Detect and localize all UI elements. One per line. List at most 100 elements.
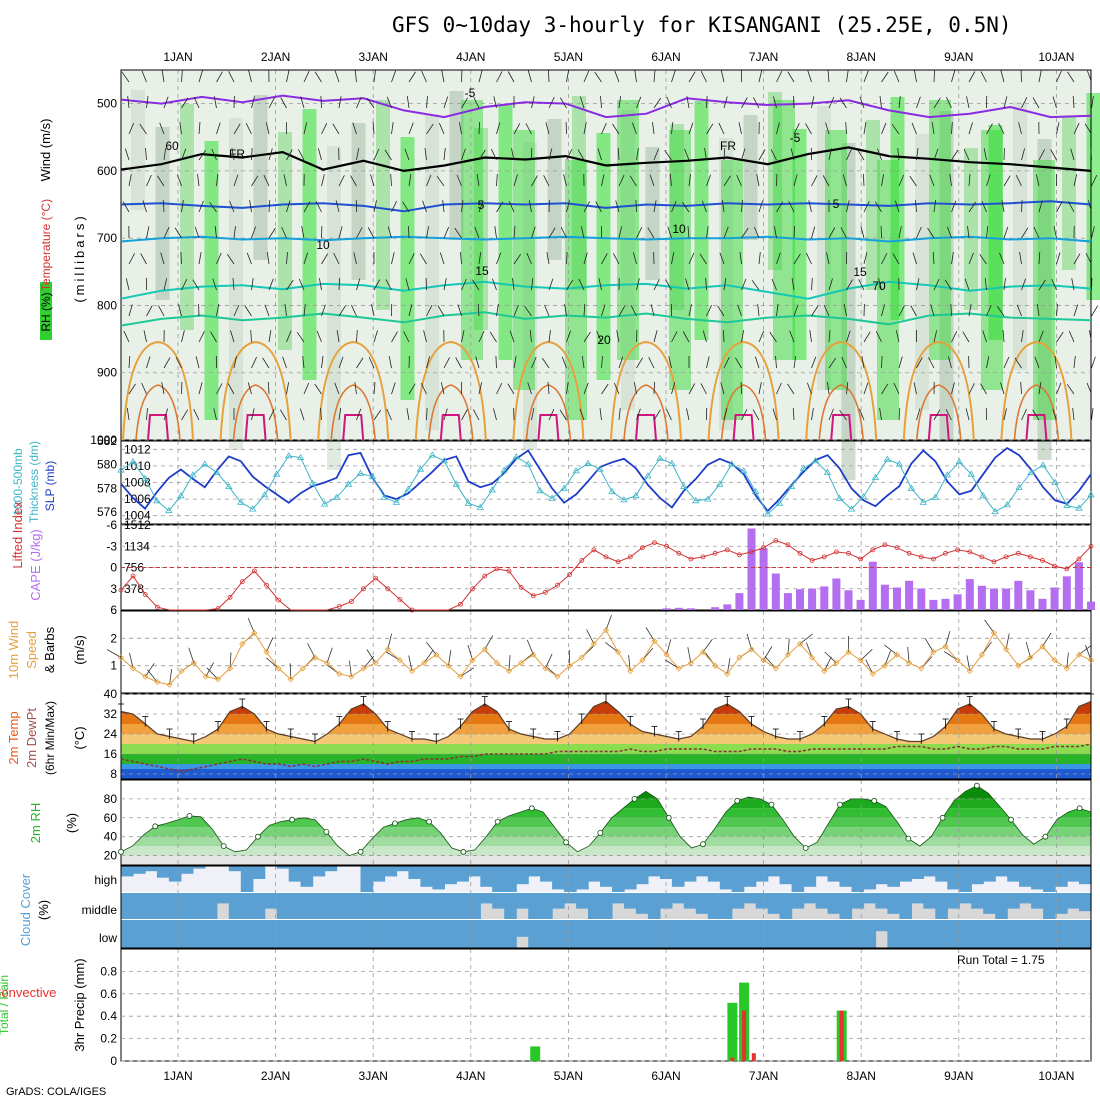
upper-wind-barb (828, 148, 832, 161)
upper-wind-barb (231, 148, 235, 161)
upper-wind-barb (385, 279, 392, 291)
lifted-index-marker (700, 554, 706, 560)
upper-wind-barb (472, 279, 480, 291)
cape-bar (917, 588, 926, 610)
upper-wind-barb (233, 123, 241, 135)
cape-bar (1038, 598, 1047, 610)
upper-wind-barb (898, 226, 902, 239)
upper-wind-barb (321, 253, 329, 265)
rh-band (121, 836, 1091, 847)
cloud-cell (1079, 893, 1092, 912)
upper-wind-barb (1073, 304, 1079, 317)
upper-wind-barb (531, 356, 537, 369)
upper-wind-barb (443, 357, 450, 369)
upper-wind-barb (688, 71, 696, 83)
cape-bar (844, 590, 853, 610)
cloud-cell (671, 866, 685, 887)
wind10m-marker (530, 651, 537, 658)
rh-shade-band (572, 96, 586, 290)
upper-wind-barb (846, 148, 852, 161)
wind10m-marker (505, 668, 513, 675)
cloud-cell (743, 920, 757, 948)
upper-wind-barb (279, 409, 287, 421)
precip-label-mm: 3hr Precip (mm) (72, 958, 87, 1051)
upper-wind-barb (388, 356, 392, 369)
wind10m-marker (311, 654, 319, 661)
upper-wind-barb (354, 382, 357, 395)
cloud-cell (767, 893, 781, 914)
wind10m-barb (460, 667, 475, 677)
upper-wind-barb (776, 201, 784, 213)
upper-wind-barb (811, 277, 813, 291)
wind10m-marker (372, 659, 379, 666)
upper-wind-barb (828, 227, 836, 239)
upper-wind-barb (128, 383, 136, 395)
rh-marker (1042, 833, 1049, 840)
hot-cell-contour (537, 414, 560, 441)
upper-wind-barb (699, 253, 707, 265)
cloud-cell (707, 866, 721, 882)
upper-wind-barb (478, 252, 482, 265)
pressure-tick-label: 500 (97, 97, 117, 111)
rh-shade-band (155, 127, 170, 300)
upper-wind-barb (476, 174, 480, 187)
li-axis-labels: Lifted Index CAPE (J/kg) (10, 501, 43, 601)
warm-cell-contour (805, 340, 878, 441)
upper-wind-barb (566, 70, 569, 83)
upper-wind-barb (181, 69, 183, 83)
upper-wind-barb (192, 279, 200, 291)
upper-wind-barb (787, 383, 795, 395)
temp-label-2: 2m DewPt (24, 708, 39, 768)
hot-cell-contour (927, 414, 950, 441)
upper-wind-barb (303, 252, 309, 265)
slp-marker (727, 460, 736, 467)
upper-wind-barb (386, 408, 392, 421)
upper-wind-barb (1084, 123, 1092, 135)
wind10m-marker (857, 657, 864, 664)
upper-wind-barb (808, 200, 812, 213)
upper-wind-barb (391, 122, 394, 135)
rh-marker (631, 796, 638, 802)
upper-wind-barb (477, 303, 480, 317)
upper-wind-barb (653, 200, 657, 213)
cloud-cell (779, 866, 793, 885)
lifted-index-marker (652, 540, 657, 546)
cloud-cell (935, 920, 948, 948)
contour-value-label: -5 (465, 86, 476, 100)
cloud-cell (528, 920, 541, 948)
upper-wind-barb (911, 122, 917, 135)
cloud-cell (1019, 893, 1032, 904)
rh-marker (1008, 816, 1014, 823)
upper-wind-barb (666, 408, 672, 421)
precip-convective-bar (730, 1057, 735, 1061)
upper-wind-barb (513, 174, 518, 187)
upper-wind-barb (967, 226, 970, 239)
lifted-index-marker (385, 586, 391, 592)
pressure-tick-label: 1000 (90, 433, 117, 447)
upper-wind-barb (579, 408, 585, 421)
lifted-index-tick-label: -3 (106, 539, 117, 553)
upper-wind-barb (495, 355, 497, 369)
slp-marker (763, 510, 772, 517)
upper-wind-barb (717, 305, 725, 317)
upper-wind-barb (286, 149, 293, 161)
temp-warm-band (121, 734, 1091, 744)
wind10m-marker (154, 679, 161, 686)
upper-wind-barb (303, 382, 310, 395)
upper-wind-barb (177, 174, 182, 187)
contour-value-label: 5 (833, 197, 840, 211)
cloud-cell (719, 893, 733, 919)
upper-wind-barb (426, 305, 433, 317)
cloud-cell (276, 866, 290, 869)
warm-cell-contour (902, 340, 975, 441)
cloud-cell (420, 866, 433, 887)
upper-wind-barb (548, 227, 556, 239)
isotherm-line (120, 94, 1092, 119)
cloud-cell (372, 893, 386, 919)
rh-marker (494, 818, 501, 825)
warm-cell-contour (330, 384, 376, 441)
upper-wind-barb (454, 227, 462, 239)
temp-tick-label: 8 (110, 767, 117, 781)
upper-wind-barb (881, 253, 888, 265)
upper-wind-barb (268, 199, 271, 213)
